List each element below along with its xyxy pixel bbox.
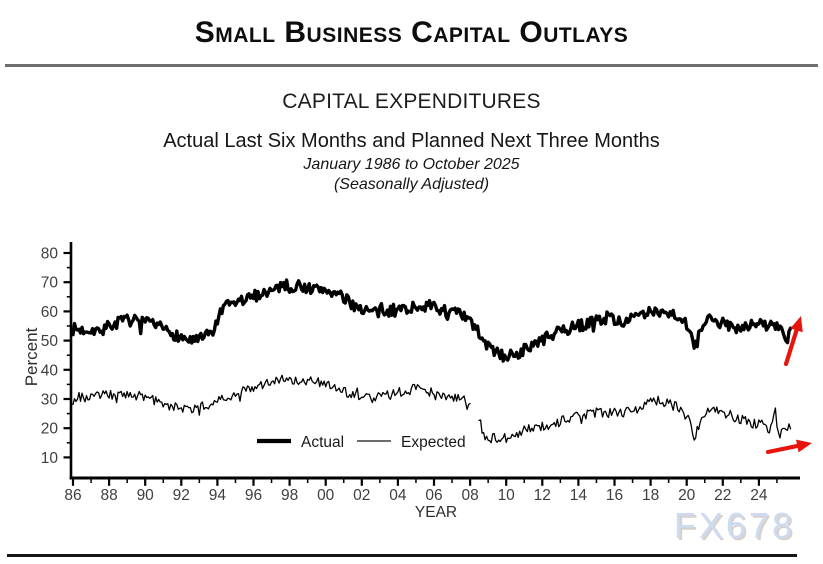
y-axis-title: Percent — [22, 327, 41, 386]
x-tick-label: 18 — [642, 487, 659, 504]
series-expected-line — [72, 374, 471, 416]
watermark: FX678 — [673, 505, 795, 546]
x-axis-title: YEAR — [415, 504, 457, 521]
y-tick-label: 80 — [41, 246, 59, 263]
legend-expected-label: Expected — [401, 434, 466, 451]
series-expected-line — [478, 395, 792, 444]
x-axis-ticks: 86 88 90 92 94 96 98 00 02 04 06 08 10 12 14 16 18 20 22 24 — [64, 478, 778, 504]
data-series — [71, 278, 793, 444]
y-tick-label: 50 — [41, 333, 59, 350]
series-actual-line — [71, 278, 793, 363]
x-tick-label: 12 — [534, 487, 551, 504]
y-tick-label: 40 — [41, 362, 59, 379]
y-axis-ticks: 10 20 30 40 50 60 70 80 — [41, 246, 71, 467]
expected-trend-arrow-shaft — [765, 443, 802, 455]
x-tick-label: 20 — [678, 487, 696, 504]
chart-title: CAPITAL EXPENDITURES — [282, 90, 541, 113]
x-tick-label: 92 — [173, 487, 190, 504]
y-tick-label: 30 — [41, 392, 59, 409]
y-tick-label: 60 — [41, 304, 59, 321]
page-title: Small Business Capital Outlays — [194, 16, 629, 49]
actual-trend-arrow-shaft — [783, 326, 800, 367]
expected-trend-arrow-head — [796, 439, 812, 453]
chart-seasonal-note: (Seasonally Adjusted) — [333, 176, 490, 193]
x-tick-label: 08 — [461, 487, 478, 504]
legend: Actual Expected — [257, 434, 466, 451]
x-tick-label: 02 — [353, 487, 370, 504]
y-tick-label: 10 — [41, 450, 59, 467]
x-tick-label: 16 — [606, 487, 623, 504]
chart-date-range: January 1986 to October 2025 — [303, 156, 520, 173]
y-tick-label: 20 — [41, 421, 59, 438]
x-tick-label: 24 — [750, 487, 768, 504]
x-tick-label: 98 — [281, 487, 298, 504]
trend-arrows — [765, 316, 812, 455]
x-tick-label: 00 — [317, 487, 335, 504]
x-tick-label: 22 — [714, 487, 731, 504]
y-tick-label: 70 — [41, 275, 59, 292]
x-tick-label: 96 — [245, 487, 262, 504]
x-tick-label: 04 — [389, 487, 407, 504]
x-tick-label: 14 — [570, 487, 588, 504]
x-tick-label: 88 — [100, 487, 117, 504]
x-tick-label: 90 — [137, 487, 155, 504]
x-tick-label: 94 — [209, 487, 227, 504]
chart-subtitle: Actual Last Six Months and Planned Next … — [163, 130, 660, 152]
actual-trend-arrow-head — [790, 316, 803, 333]
title-divider — [5, 64, 818, 67]
x-tick-label: 10 — [498, 487, 516, 504]
bottom-divider — [7, 554, 797, 557]
x-tick-label: 06 — [425, 487, 442, 504]
legend-actual-label: Actual — [301, 434, 344, 451]
x-tick-label: 86 — [64, 487, 81, 504]
